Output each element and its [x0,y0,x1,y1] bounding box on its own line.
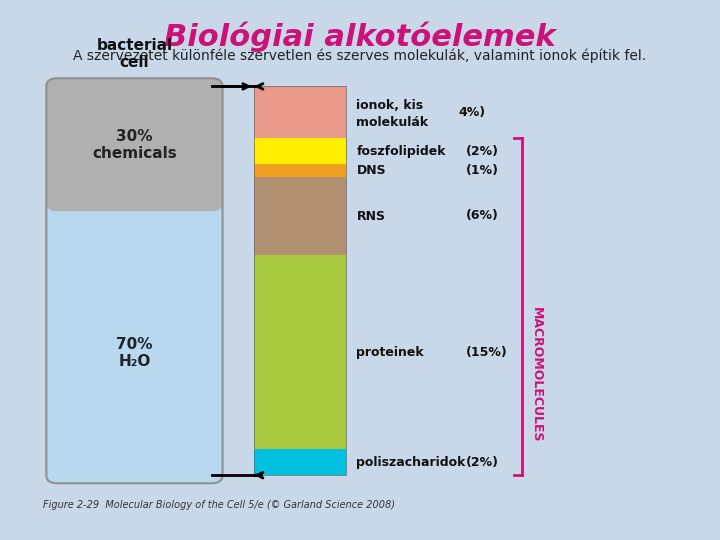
Bar [254,138,346,164]
Text: foszfolipidek: foszfolipidek [356,145,446,158]
Text: MACROMOLECULES: MACROMOLECULES [530,307,543,442]
Text: Biológiai alkotóelemek: Biológiai alkotóelemek [164,22,556,52]
Text: proteinek: proteinek [356,346,424,359]
Text: DNS: DNS [356,164,386,177]
FancyBboxPatch shape [46,78,222,211]
Bar [254,177,346,255]
Bar [254,86,346,138]
Text: (15%): (15%) [466,346,508,359]
Text: (2%): (2%) [466,145,499,158]
Text: poliszacharidok: poliszacharidok [356,456,466,469]
Text: Figure 2-29  Molecular Biology of the Cell 5/e (© Garland Science 2008): Figure 2-29 Molecular Biology of the Cel… [42,500,395,510]
Text: A szervezetet különféle szervetlen és szerves molekulák, valamint ionok építik f: A szervezetet különféle szervetlen és sz… [73,49,647,63]
Text: 4%): 4%) [459,106,486,119]
Text: bacterial
cell: bacterial cell [96,38,173,70]
Bar [254,449,346,475]
Text: (1%): (1%) [466,164,499,177]
Bar [254,86,346,475]
Text: (2%): (2%) [466,456,499,469]
Text: molekulák: molekulák [356,116,428,129]
Text: 70%
H₂O: 70% H₂O [116,336,153,369]
Bar [254,255,346,449]
Text: (6%): (6%) [466,210,499,222]
FancyBboxPatch shape [46,192,222,483]
Bar [254,164,346,177]
Text: ionok, kis: ionok, kis [356,99,423,112]
Text: RNS: RNS [356,210,385,222]
Text: 30%
chemicals: 30% chemicals [92,129,177,161]
